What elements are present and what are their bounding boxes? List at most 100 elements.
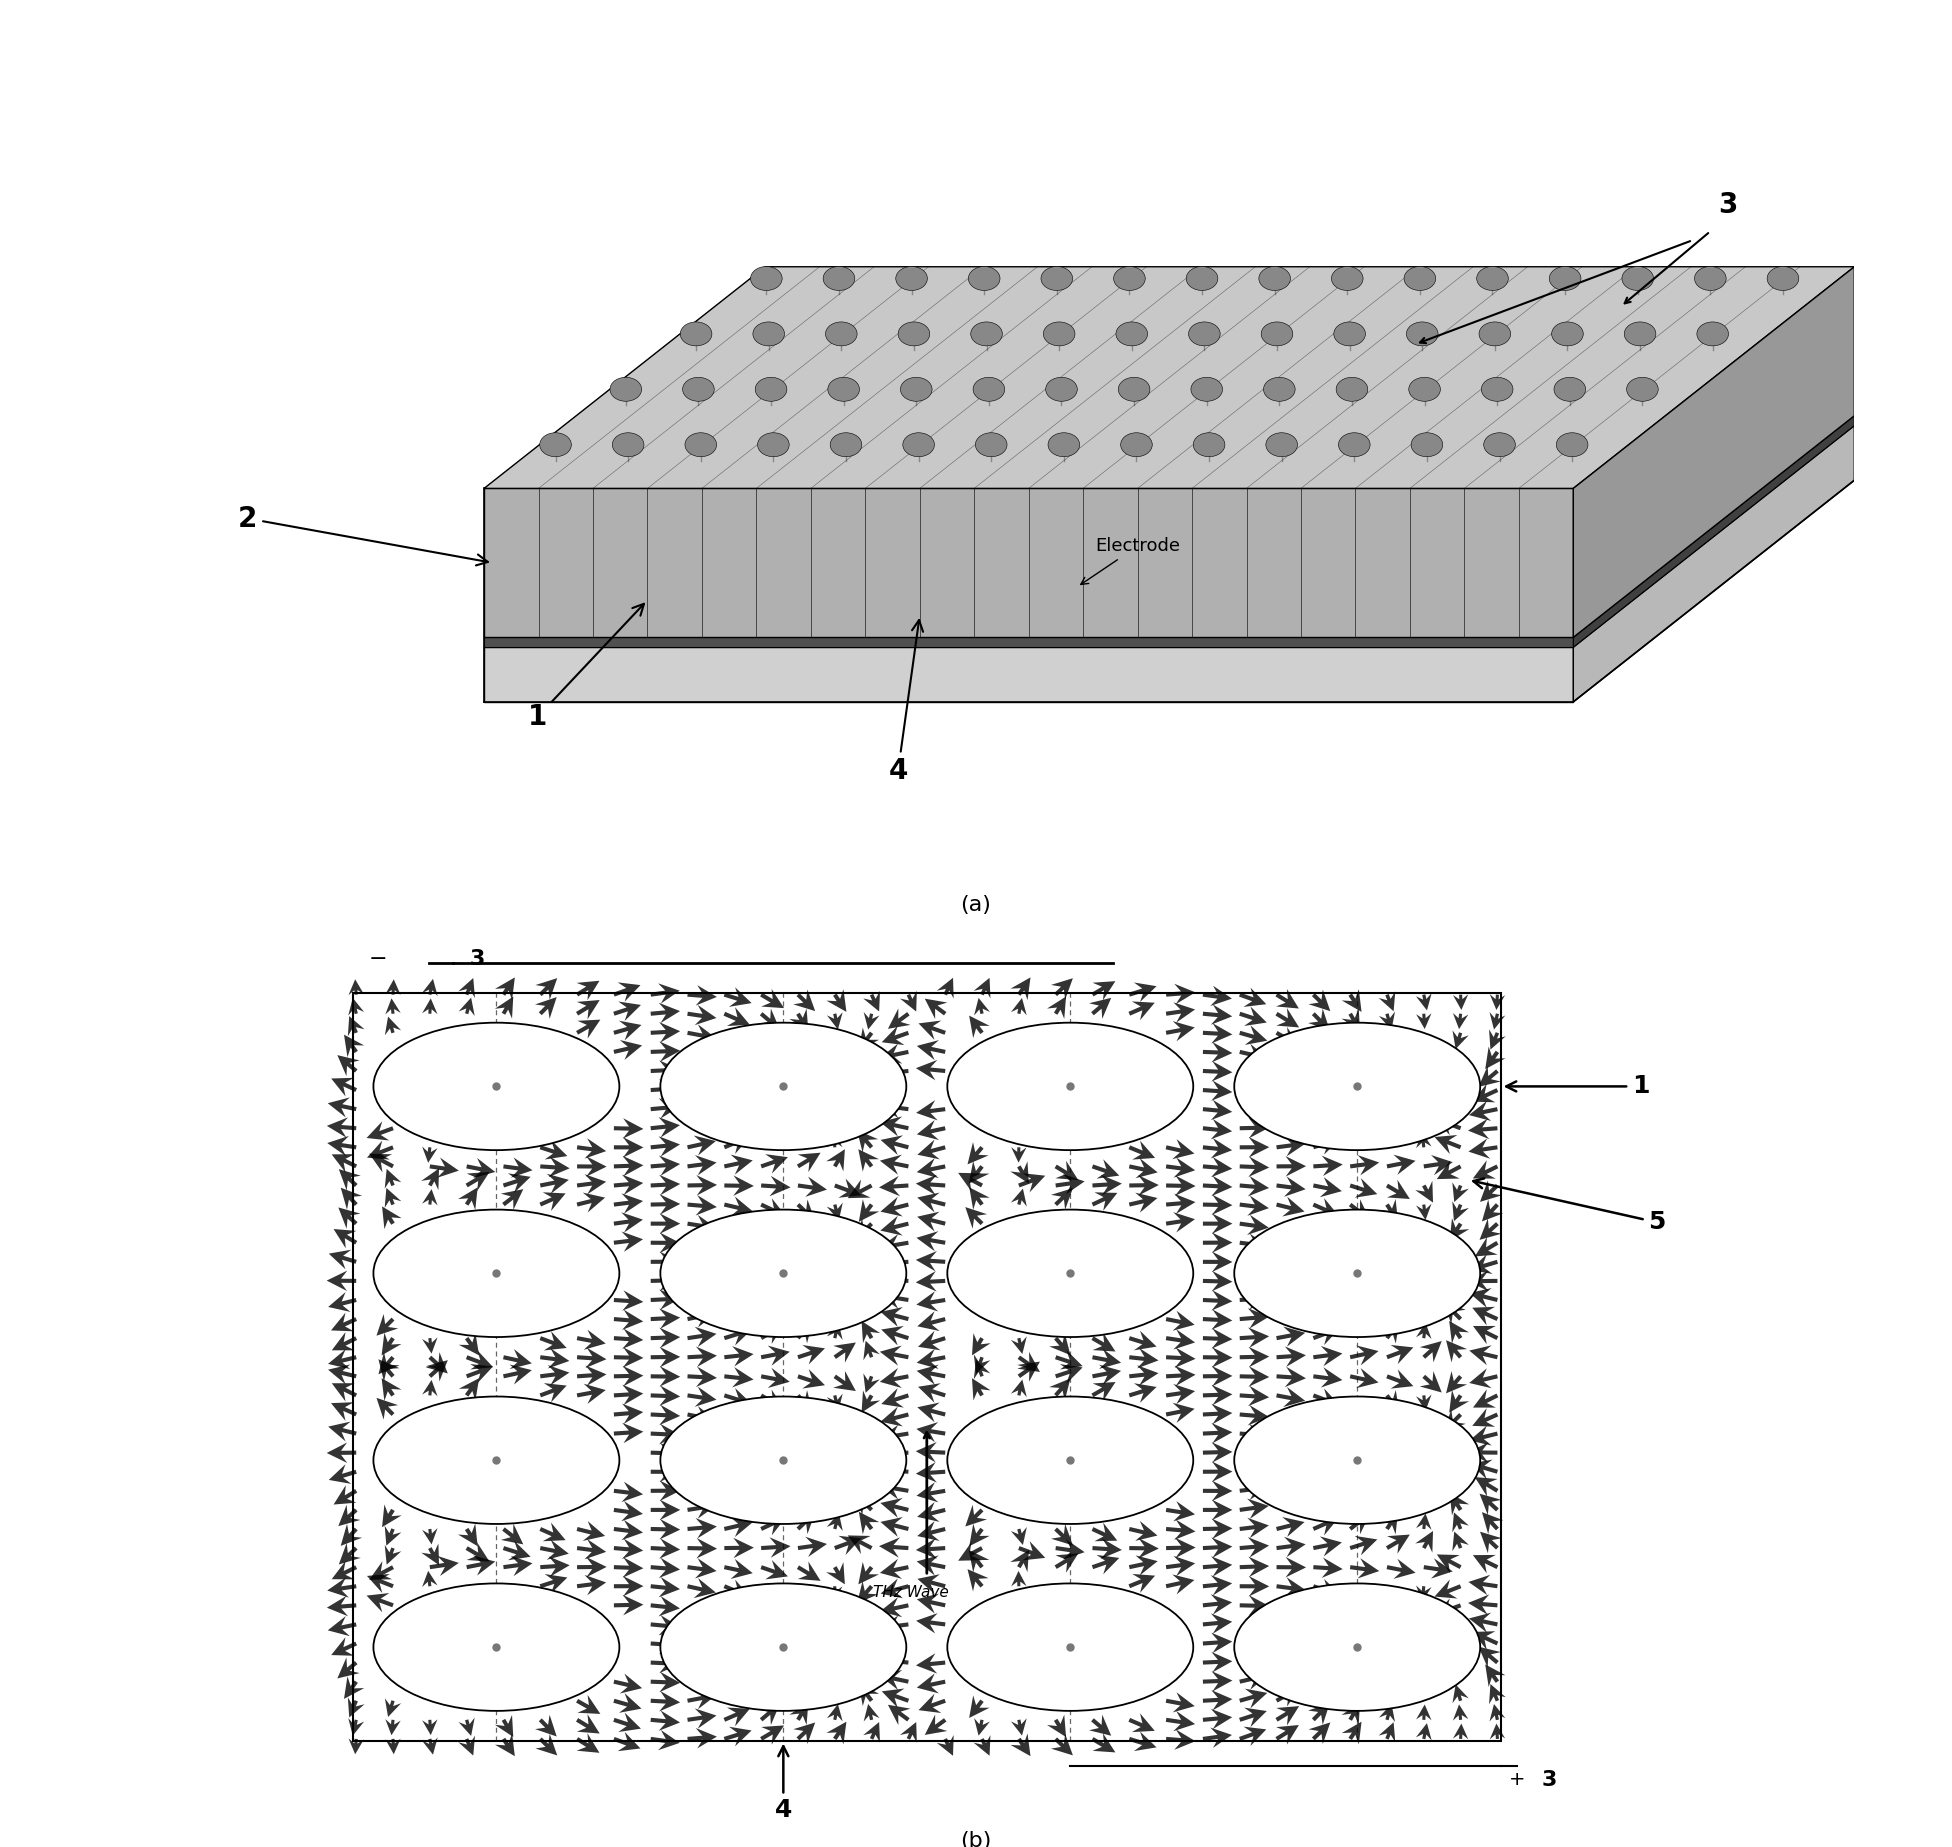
- Ellipse shape: [757, 432, 789, 456]
- Polygon shape: [1573, 416, 1854, 646]
- Bar: [353, 994, 1501, 1740]
- Ellipse shape: [976, 432, 1007, 456]
- Circle shape: [660, 1396, 906, 1524]
- Text: 3: 3: [1542, 1769, 1558, 1790]
- Ellipse shape: [1191, 377, 1222, 401]
- Text: THz Wave: THz Wave: [873, 1585, 949, 1600]
- Circle shape: [660, 1023, 906, 1151]
- Ellipse shape: [1694, 266, 1726, 290]
- Polygon shape: [484, 266, 1854, 488]
- Ellipse shape: [1552, 321, 1583, 345]
- Text: 3: 3: [470, 949, 486, 970]
- Ellipse shape: [1556, 432, 1589, 456]
- Circle shape: [947, 1583, 1193, 1710]
- Ellipse shape: [1622, 266, 1653, 290]
- Ellipse shape: [1118, 377, 1150, 401]
- Ellipse shape: [1767, 266, 1800, 290]
- Text: 2: 2: [238, 504, 488, 565]
- Ellipse shape: [1624, 321, 1655, 345]
- Ellipse shape: [968, 266, 999, 290]
- Ellipse shape: [1267, 432, 1298, 456]
- Circle shape: [947, 1023, 1193, 1151]
- Ellipse shape: [1189, 321, 1220, 345]
- Circle shape: [947, 1396, 1193, 1524]
- Polygon shape: [1573, 266, 1854, 637]
- Ellipse shape: [1554, 377, 1585, 401]
- Text: (b): (b): [960, 1830, 992, 1847]
- Ellipse shape: [539, 432, 572, 456]
- Text: 5: 5: [1474, 1178, 1665, 1234]
- Polygon shape: [484, 416, 1854, 637]
- Ellipse shape: [896, 266, 927, 290]
- Ellipse shape: [613, 432, 644, 456]
- Circle shape: [373, 1210, 619, 1337]
- Text: 1: 1: [527, 604, 644, 731]
- Polygon shape: [484, 425, 1854, 646]
- Ellipse shape: [898, 321, 929, 345]
- Polygon shape: [484, 488, 1573, 637]
- Circle shape: [1234, 1210, 1480, 1337]
- Ellipse shape: [900, 377, 933, 401]
- Text: 1: 1: [1507, 1075, 1649, 1099]
- Ellipse shape: [1113, 266, 1146, 290]
- Ellipse shape: [609, 377, 642, 401]
- Circle shape: [1234, 1023, 1480, 1151]
- Ellipse shape: [970, 321, 1003, 345]
- Ellipse shape: [1482, 377, 1513, 401]
- Ellipse shape: [1187, 266, 1218, 290]
- Ellipse shape: [1120, 432, 1152, 456]
- Ellipse shape: [1048, 432, 1079, 456]
- Ellipse shape: [1403, 266, 1437, 290]
- Ellipse shape: [1550, 266, 1581, 290]
- Circle shape: [373, 1583, 619, 1710]
- Ellipse shape: [1261, 321, 1292, 345]
- Ellipse shape: [1405, 321, 1439, 345]
- Text: +: +: [1509, 1769, 1525, 1790]
- Ellipse shape: [830, 432, 863, 456]
- Ellipse shape: [1409, 377, 1441, 401]
- Ellipse shape: [974, 377, 1005, 401]
- Circle shape: [1234, 1583, 1480, 1710]
- Ellipse shape: [904, 432, 935, 456]
- Ellipse shape: [753, 321, 785, 345]
- Ellipse shape: [1626, 377, 1659, 401]
- Ellipse shape: [685, 432, 716, 456]
- Circle shape: [1234, 1396, 1480, 1524]
- Ellipse shape: [1478, 266, 1509, 290]
- Polygon shape: [484, 637, 1573, 646]
- Ellipse shape: [828, 377, 859, 401]
- Ellipse shape: [1333, 321, 1366, 345]
- Ellipse shape: [683, 377, 714, 401]
- Ellipse shape: [1040, 266, 1074, 290]
- Text: 4: 4: [888, 621, 923, 785]
- Ellipse shape: [824, 266, 855, 290]
- Circle shape: [660, 1583, 906, 1710]
- Ellipse shape: [1484, 432, 1515, 456]
- Text: (a): (a): [960, 894, 992, 914]
- Ellipse shape: [1193, 432, 1226, 456]
- Ellipse shape: [1696, 321, 1729, 345]
- Ellipse shape: [1117, 321, 1148, 345]
- Ellipse shape: [681, 321, 712, 345]
- Circle shape: [947, 1210, 1193, 1337]
- Ellipse shape: [1259, 266, 1290, 290]
- Circle shape: [373, 1396, 619, 1524]
- Ellipse shape: [1480, 321, 1511, 345]
- Ellipse shape: [1044, 321, 1076, 345]
- Text: 3: 3: [1718, 190, 1737, 218]
- Ellipse shape: [1339, 432, 1370, 456]
- Ellipse shape: [752, 266, 783, 290]
- Circle shape: [373, 1023, 619, 1151]
- Text: Electrode: Electrode: [1081, 537, 1179, 584]
- Polygon shape: [484, 646, 1573, 702]
- Ellipse shape: [1263, 377, 1296, 401]
- Ellipse shape: [826, 321, 857, 345]
- Ellipse shape: [1331, 266, 1362, 290]
- Ellipse shape: [1046, 377, 1078, 401]
- Text: 4: 4: [775, 1745, 793, 1823]
- Circle shape: [660, 1210, 906, 1337]
- Ellipse shape: [1335, 377, 1368, 401]
- Ellipse shape: [1411, 432, 1443, 456]
- Polygon shape: [1573, 425, 1854, 702]
- Ellipse shape: [755, 377, 787, 401]
